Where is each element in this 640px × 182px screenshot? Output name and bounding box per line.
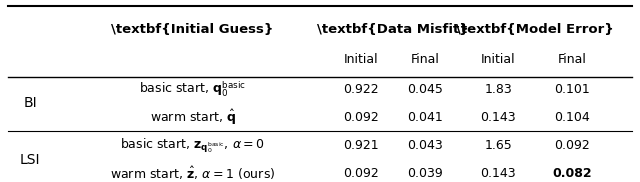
Text: 0.092: 0.092 (344, 167, 380, 180)
Text: basic start, $\mathbf{z}_{\mathbf{q}_0^{\rm basic}},\, \alpha = 0$: basic start, $\mathbf{z}_{\mathbf{q}_0^{… (120, 136, 265, 155)
Text: 0.082: 0.082 (552, 167, 591, 180)
Text: Initial: Initial (481, 53, 516, 66)
Text: \textbf{Initial Guess}: \textbf{Initial Guess} (111, 23, 274, 36)
Text: warm start, $\hat{\mathbf{q}}$: warm start, $\hat{\mathbf{q}}$ (150, 108, 236, 127)
Text: Final: Final (557, 53, 586, 66)
Text: Initial: Initial (344, 53, 379, 66)
Text: BI: BI (23, 96, 37, 110)
Text: 0.143: 0.143 (481, 111, 516, 124)
Text: 1.83: 1.83 (484, 83, 512, 96)
Text: 0.921: 0.921 (344, 139, 380, 152)
Text: 0.043: 0.043 (407, 139, 443, 152)
Text: 0.092: 0.092 (554, 139, 589, 152)
Text: 0.101: 0.101 (554, 83, 589, 96)
Text: 0.041: 0.041 (407, 111, 443, 124)
Text: \textbf{Data Misfit}: \textbf{Data Misfit} (317, 23, 469, 36)
Text: 0.104: 0.104 (554, 111, 589, 124)
Text: warm start, $\hat{\mathbf{z}},\, \alpha = 1$ (ours): warm start, $\hat{\mathbf{z}},\, \alpha … (110, 165, 275, 182)
Text: 0.045: 0.045 (407, 83, 443, 96)
Text: \textbf{Model Error}: \textbf{Model Error} (456, 23, 614, 36)
Text: LSI: LSI (20, 153, 40, 167)
Text: basic start, $\mathbf{q}_0^{\rm basic}$: basic start, $\mathbf{q}_0^{\rm basic}$ (139, 79, 246, 99)
Text: 0.922: 0.922 (344, 83, 380, 96)
Text: 0.092: 0.092 (344, 111, 380, 124)
Text: 0.143: 0.143 (481, 167, 516, 180)
Text: 1.65: 1.65 (484, 139, 512, 152)
Text: Final: Final (411, 53, 440, 66)
Text: 0.039: 0.039 (407, 167, 443, 180)
